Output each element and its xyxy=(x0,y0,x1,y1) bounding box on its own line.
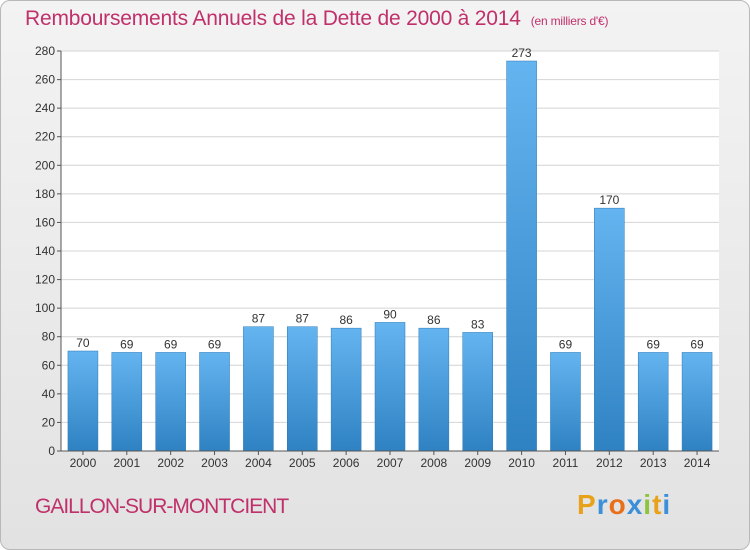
y-tick-label: 100 xyxy=(35,301,55,315)
y-tick-label: 140 xyxy=(35,244,55,258)
bar-2014 xyxy=(681,352,713,452)
bar-2002 xyxy=(155,352,186,452)
x-tick-label-2011: 2011 xyxy=(553,456,579,470)
x-tick-label-2005: 2005 xyxy=(289,456,316,470)
logo-letter: x xyxy=(626,489,644,520)
y-tick-label: 240 xyxy=(35,101,55,115)
chart-title: Remboursements Annuels de la Dette de 20… xyxy=(25,7,608,31)
logo-letter: i xyxy=(662,489,672,520)
chart-unit: (en milliers d'€) xyxy=(530,14,609,28)
logo-letter: r xyxy=(596,489,609,520)
bar-2003 xyxy=(199,352,230,452)
y-tick-label: 120 xyxy=(35,273,55,287)
data-label-2005: 87 xyxy=(296,312,310,326)
x-tick-label-2008: 2008 xyxy=(421,456,448,470)
axis-layer: 0 20 40 60 80 100 120 140 160 180 200 220 240 260 280 2… xyxy=(35,44,719,470)
x-tick-label-2003: 2003 xyxy=(201,456,228,470)
data-label-2008: 86 xyxy=(427,313,441,327)
x-tick-label-2006: 2006 xyxy=(333,456,360,470)
proxiti-logo: Proxiti xyxy=(577,489,671,521)
y-tick-label: 280 xyxy=(35,44,55,58)
x-tick-label-2013: 2013 xyxy=(640,456,667,470)
bar-layer: 70 69 69 69 87 87 86 90 86 83 273 69 170 69 69 xyxy=(67,46,713,452)
bar-2013 xyxy=(637,352,669,452)
x-tick-label-2004: 2004 xyxy=(245,456,272,470)
y-tick-label: 160 xyxy=(35,215,55,229)
bar-2008 xyxy=(418,327,450,452)
logo-letter: o xyxy=(608,489,627,520)
data-label-2002: 69 xyxy=(164,337,178,351)
data-label-2013: 69 xyxy=(647,337,661,351)
x-tick-label-2002: 2002 xyxy=(157,456,184,470)
x-tick-label-2012: 2012 xyxy=(596,456,623,470)
y-tick-label: 80 xyxy=(42,330,56,344)
y-tick-label: 0 xyxy=(48,444,55,458)
logo-letter: t xyxy=(652,489,663,520)
x-tick-label-2001: 2001 xyxy=(113,456,140,470)
y-tick-label: 220 xyxy=(35,130,55,144)
chart-title-text: Remboursements Annuels de la Dette de 20… xyxy=(25,7,521,30)
bar-2010 xyxy=(506,60,537,452)
logo-letter: P xyxy=(577,489,597,520)
y-tick-label: 180 xyxy=(35,187,55,201)
bar-2011 xyxy=(550,352,581,452)
data-label-2010: 273 xyxy=(512,46,532,60)
y-tick-label: 260 xyxy=(35,73,55,87)
bar-2004 xyxy=(243,326,274,452)
data-label-2000: 70 xyxy=(76,336,90,350)
data-label-2007: 90 xyxy=(383,307,397,321)
x-tick-label-2007: 2007 xyxy=(377,456,404,470)
data-label-2009: 83 xyxy=(471,317,485,331)
y-tick-label: 20 xyxy=(42,415,56,429)
bar-2005 xyxy=(287,326,318,452)
commune-name: GAILLON-SUR-MONTCIENT xyxy=(35,495,289,518)
data-label-2011: 69 xyxy=(559,337,573,351)
data-label-2012: 170 xyxy=(599,193,619,207)
data-label-2003: 69 xyxy=(208,337,222,351)
y-tick-label: 60 xyxy=(42,358,56,372)
x-tick-label-2010: 2010 xyxy=(508,456,535,470)
bar-2006 xyxy=(330,327,362,452)
data-label-2004: 87 xyxy=(252,312,266,326)
x-tick-label-2009: 2009 xyxy=(464,456,491,470)
data-label-2001: 69 xyxy=(120,337,134,351)
bar-2007 xyxy=(374,322,406,452)
bar-2000 xyxy=(67,350,99,452)
bar-2009 xyxy=(462,332,493,452)
y-tick-label: 200 xyxy=(35,158,55,172)
x-tick-label-2000: 2000 xyxy=(70,456,97,470)
bar-2012 xyxy=(594,207,625,452)
bar-2001 xyxy=(111,352,143,452)
data-label-2006: 86 xyxy=(339,313,353,327)
logo-letter: i xyxy=(643,489,653,520)
data-label-2014: 69 xyxy=(690,337,704,351)
y-tick-label: 40 xyxy=(42,387,56,401)
x-tick-label-2014: 2014 xyxy=(684,456,711,470)
